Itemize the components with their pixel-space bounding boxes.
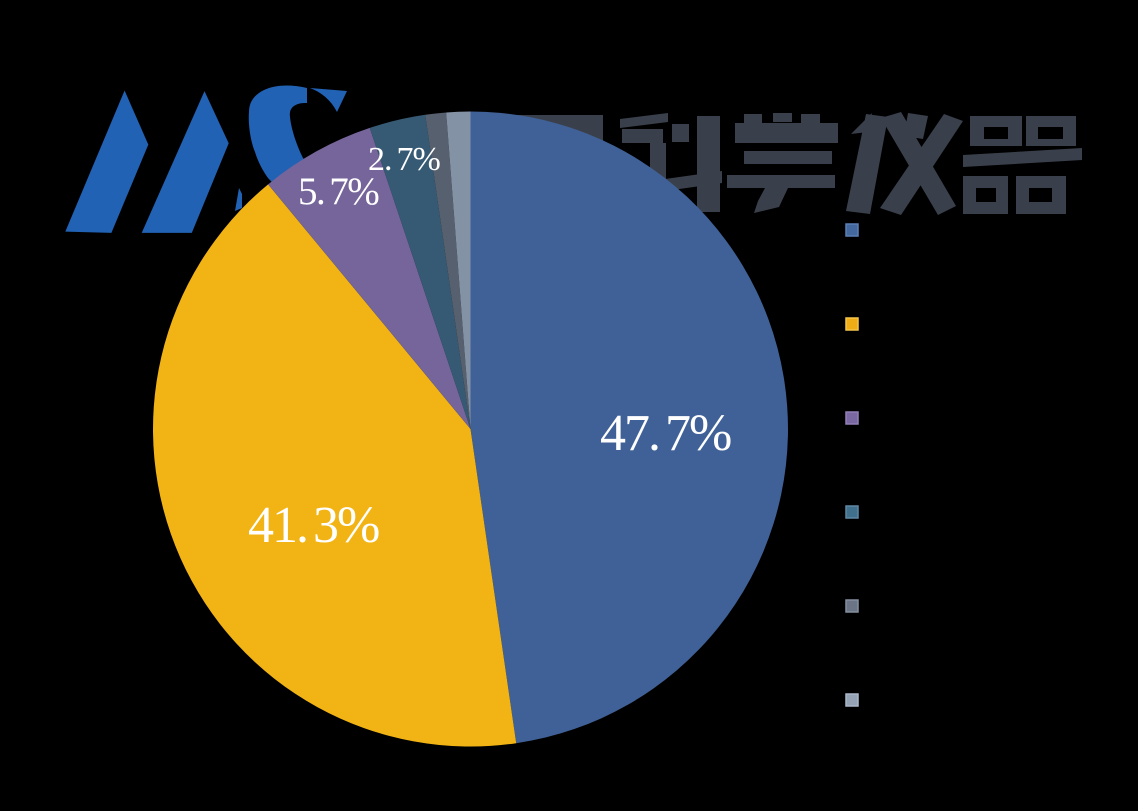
svg-text:5.7%: 5. 7% [298, 170, 379, 213]
svg-text:2.7%: 2. 7% [368, 141, 441, 178]
svg-text:41.3%: 41. 3% [248, 497, 379, 554]
svg-text:47.7%: 47. 7% [600, 405, 731, 462]
